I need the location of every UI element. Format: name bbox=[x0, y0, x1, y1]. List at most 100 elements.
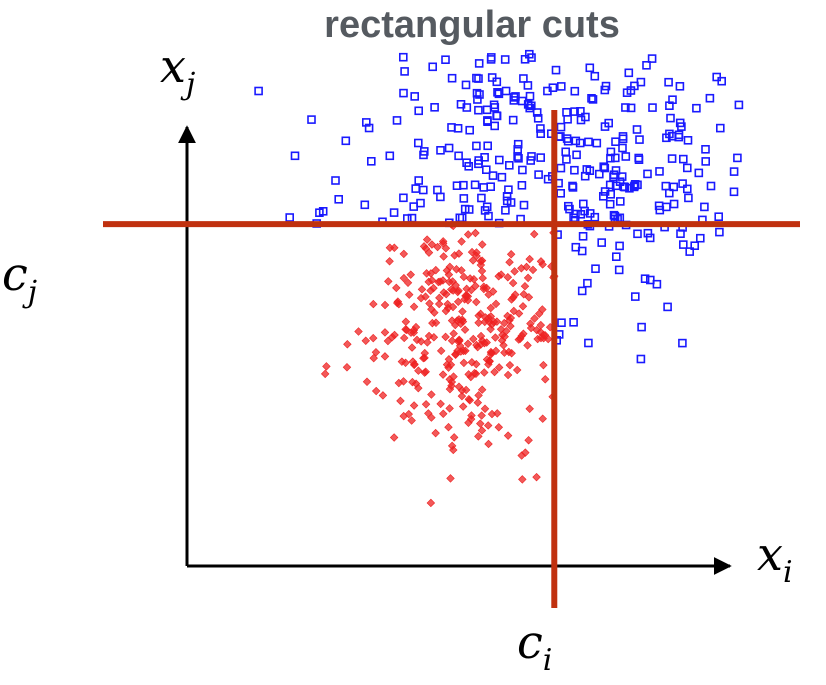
scatter-point-diamond bbox=[456, 319, 466, 329]
scatter-point-diamond bbox=[474, 311, 483, 320]
scatter-point-square bbox=[705, 93, 715, 103]
scatter-point-square bbox=[587, 94, 596, 103]
scatter-point-square bbox=[621, 152, 631, 161]
scatter-point-square bbox=[509, 93, 519, 102]
scatter-point-square bbox=[576, 115, 586, 125]
scatter-point-square bbox=[508, 115, 518, 125]
scatter-point-diamond bbox=[453, 297, 463, 307]
scatter-point-diamond bbox=[469, 334, 478, 344]
scatter-point-square bbox=[669, 199, 679, 209]
scatter-point-diamond bbox=[445, 404, 454, 413]
scatter-point-diamond bbox=[399, 249, 409, 259]
scatter-point-square bbox=[645, 275, 655, 285]
scatter-point-square bbox=[591, 264, 600, 274]
scatter-point-diamond bbox=[343, 340, 352, 349]
scatter-point-diamond bbox=[380, 328, 390, 337]
scatter-point-diamond bbox=[505, 257, 514, 267]
scatter-point-diamond bbox=[454, 335, 464, 345]
scatter-point-diamond bbox=[503, 370, 513, 380]
scatter-point-square bbox=[667, 154, 677, 163]
scatter-point-diamond bbox=[474, 391, 483, 400]
scatter-point-square bbox=[493, 88, 502, 97]
scatter-point-diamond bbox=[361, 336, 371, 345]
scatter-point-diamond bbox=[427, 413, 436, 422]
scatter-point-square bbox=[461, 80, 471, 90]
scatter-point-square bbox=[474, 59, 484, 68]
scatter-point-diamond bbox=[461, 385, 471, 395]
scatter-point-diamond bbox=[519, 329, 528, 339]
scatter-point-diamond bbox=[524, 293, 534, 302]
scatter-point-diamond bbox=[421, 292, 430, 301]
scatter-point-square bbox=[436, 192, 445, 202]
scatter-point-square bbox=[536, 153, 546, 162]
scatter-point-diamond bbox=[393, 298, 402, 308]
scatter-point-diamond bbox=[446, 360, 456, 369]
scatter-point-square bbox=[634, 155, 644, 164]
scatter-point-square bbox=[585, 63, 595, 73]
scatter-point-diamond bbox=[409, 325, 419, 335]
scatter-point-diamond bbox=[539, 360, 548, 370]
y-axis-label: xj bbox=[160, 39, 195, 102]
scatter-point-diamond bbox=[514, 335, 523, 344]
scatter-point-diamond bbox=[493, 409, 502, 418]
scatter-point-square bbox=[500, 55, 510, 64]
scatter-point-diamond bbox=[480, 368, 489, 377]
scatter-point-square bbox=[594, 169, 604, 179]
scatter-point-square bbox=[457, 213, 467, 223]
scatter-point-square bbox=[453, 124, 463, 133]
scatter-point-diamond bbox=[458, 402, 468, 411]
scatter-point-diamond bbox=[491, 346, 501, 356]
scatter-point-square bbox=[611, 252, 621, 261]
scatter-point-square bbox=[486, 53, 496, 62]
scatter-point-diamond bbox=[449, 433, 459, 442]
scatter-point-square bbox=[562, 155, 571, 164]
scatter-point-square bbox=[637, 322, 646, 332]
scatter-point-diamond bbox=[472, 359, 481, 369]
scatter-point-square bbox=[577, 286, 587, 296]
scatter-point-square bbox=[444, 143, 454, 153]
scatter-point-diamond bbox=[380, 352, 390, 361]
scatter-point-diamond bbox=[526, 319, 535, 328]
scatter-point-diamond bbox=[445, 277, 454, 287]
scatter-point-square bbox=[643, 228, 653, 238]
scatter-point-diamond bbox=[519, 290, 529, 299]
scatter-point-diamond bbox=[385, 257, 394, 266]
scatter-point-square bbox=[465, 125, 475, 135]
scatter-point-diamond bbox=[431, 265, 441, 275]
scatter-point-square bbox=[483, 141, 493, 151]
scatter-point-diamond bbox=[498, 330, 507, 340]
scatter-point-diamond bbox=[436, 346, 446, 356]
scatter-point-diamond bbox=[484, 313, 493, 323]
scatter-point-square bbox=[534, 170, 543, 179]
scatter-point-diamond bbox=[383, 336, 393, 346]
scatter-point-square bbox=[694, 168, 704, 178]
scatter-point-square bbox=[419, 147, 429, 156]
scatter-point-square bbox=[599, 162, 609, 171]
scatter-point-square bbox=[678, 179, 687, 188]
chart-title: rectangular cuts bbox=[324, 4, 620, 46]
scatter-point-diamond bbox=[354, 327, 363, 336]
scatter-point-diamond bbox=[538, 260, 547, 269]
scatter-point-diamond bbox=[399, 273, 409, 283]
scatter-point-square bbox=[606, 190, 616, 199]
scatter-point-square bbox=[630, 292, 640, 301]
scatter-point-diamond bbox=[446, 474, 455, 483]
scatter-point-square bbox=[472, 141, 481, 151]
scatter-point-square bbox=[572, 150, 581, 160]
scatter-point-square bbox=[525, 91, 535, 101]
scatter-point-square bbox=[511, 92, 520, 101]
scatter-point-square bbox=[441, 55, 450, 65]
scatter-point-diamond bbox=[439, 252, 448, 261]
scatter-point-diamond bbox=[438, 370, 448, 379]
scatter-point-square bbox=[513, 152, 522, 161]
scatter-point-diamond bbox=[420, 353, 429, 363]
scatter-point-square bbox=[571, 136, 581, 146]
scatter-point-square bbox=[633, 229, 642, 239]
scatter-point-diamond bbox=[454, 382, 464, 391]
scatter-point-diamond bbox=[422, 235, 432, 244]
scatter-point-diamond bbox=[525, 404, 534, 413]
scatter-point-square bbox=[570, 86, 580, 96]
scatter-point-diamond bbox=[510, 267, 519, 276]
scatter-point-diamond bbox=[463, 339, 473, 348]
